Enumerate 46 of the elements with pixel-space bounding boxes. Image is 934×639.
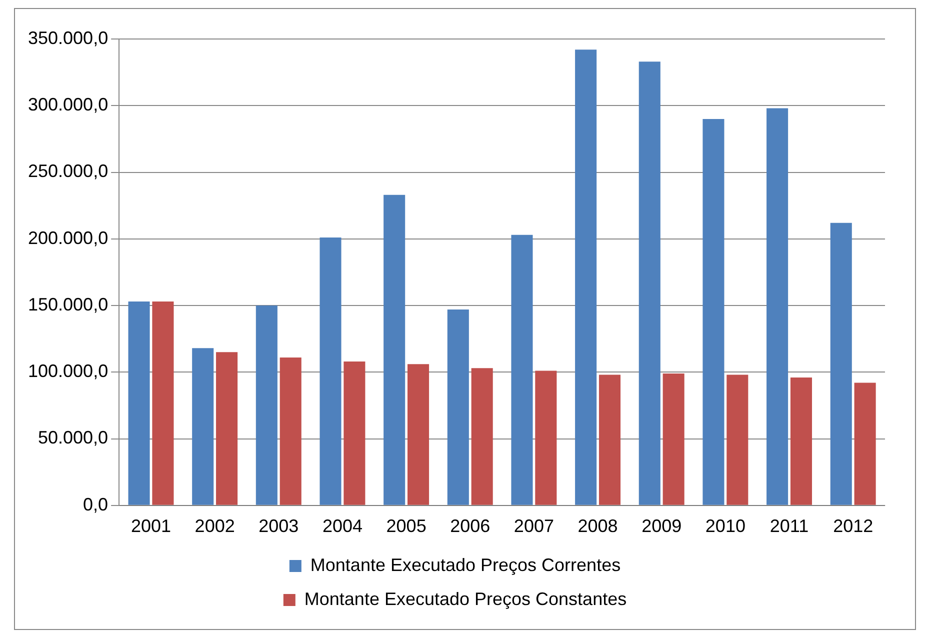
bar — [471, 368, 493, 505]
x-tick-label: 2011 — [770, 516, 809, 536]
bar — [192, 348, 214, 505]
legend-label: Montante Executado Preços Constantes — [304, 588, 627, 609]
bar — [854, 382, 876, 505]
x-tick-label: 2006 — [450, 516, 490, 536]
x-tick-label: 2001 — [130, 516, 172, 536]
bar — [256, 306, 278, 505]
legend-label: Montante Executado Preços Correntes — [310, 554, 621, 575]
x-tick-label: 2008 — [578, 516, 618, 536]
bar — [575, 50, 597, 505]
bar — [447, 310, 469, 505]
bar — [152, 302, 174, 505]
x-tick-label: 2004 — [322, 516, 362, 536]
y-tick-label: 150.000,0 — [28, 294, 108, 314]
x-tick-label: 2010 — [705, 516, 746, 536]
x-tick-label: 2009 — [642, 516, 682, 536]
x-tick-label: 2002 — [194, 516, 235, 536]
bar — [598, 374, 621, 505]
y-tick-label: 100.000,0 — [28, 361, 108, 382]
bar — [344, 361, 366, 505]
y-tick-label: 50.000,0 — [38, 428, 108, 448]
x-tick-label: 2012 — [833, 516, 874, 536]
x-tick-label: 2005 — [386, 516, 426, 536]
x-tick-label: 2003 — [258, 516, 299, 536]
bar — [407, 364, 430, 505]
bar — [702, 118, 724, 505]
bar — [662, 373, 684, 505]
bar — [766, 108, 788, 505]
y-tick-label: 250.000,0 — [28, 161, 108, 182]
y-tick-label: 0,0 — [83, 494, 108, 514]
y-tick-label: 350.000,0 — [28, 28, 108, 48]
x-tick-label: 2007 — [514, 516, 554, 536]
bar — [790, 377, 812, 505]
bar — [638, 62, 660, 505]
bar — [216, 352, 238, 505]
bar — [535, 370, 557, 505]
bar — [320, 238, 342, 505]
bar — [384, 194, 406, 505]
bar — [280, 357, 302, 505]
bar — [511, 234, 533, 505]
bar — [128, 302, 150, 505]
y-tick-label: 300.000,0 — [28, 94, 108, 115]
y-tick-label: 200.000,0 — [28, 228, 108, 248]
bar — [830, 222, 852, 505]
bar — [726, 374, 748, 505]
